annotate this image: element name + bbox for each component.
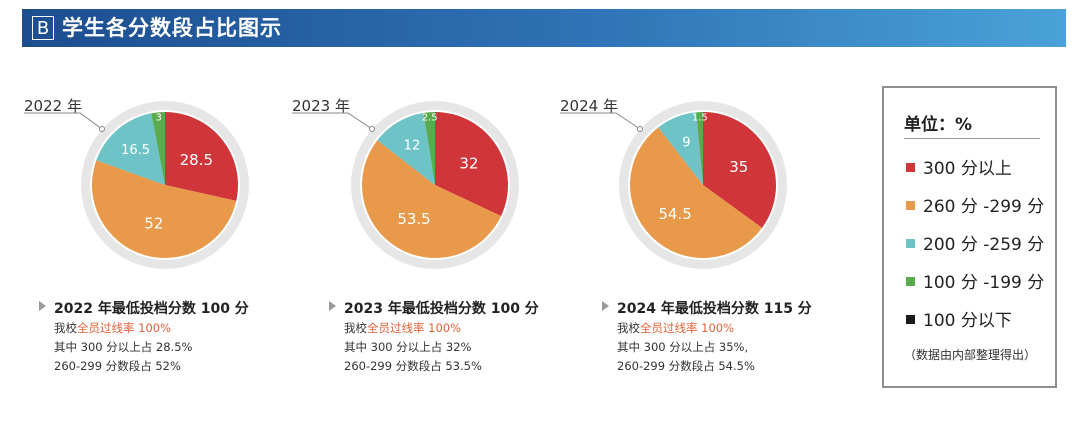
bullet-arrow-icon — [329, 301, 336, 311]
pie-label-2022-1: 52 — [144, 215, 163, 233]
legend-label: 300 分以上 — [923, 159, 1012, 179]
info-pass-rate: 全员过线率 100% — [640, 321, 735, 335]
legend-swatch — [906, 200, 915, 210]
leader-dot-2024 — [637, 126, 643, 132]
info-block-2022: 2022 年最低投档分数 100 分 我校全员过线率 100% 其中 300 分… — [39, 299, 314, 376]
legend-swatch — [906, 162, 915, 172]
pie-label-2024-1: 54.5 — [658, 205, 691, 223]
pie-label-2023-0: 32 — [459, 154, 478, 172]
info-prefix: 我校 — [54, 321, 77, 335]
pie-slice-2022-0 — [165, 112, 238, 201]
info-pass-rate: 全员过线率 100% — [367, 321, 462, 335]
pie-slice-2022-1 — [92, 160, 237, 258]
info-block-2024: 2024 年最低投档分数 115 分 我校全员过线率 100% 其中 300 分… — [602, 299, 877, 376]
pie-slice-2023-0 — [435, 112, 509, 217]
legend-swatch — [906, 314, 915, 324]
pie-slice-2024-1 — [629, 127, 763, 259]
leader-line-2024 — [560, 112, 641, 130]
legend-swatch — [906, 238, 915, 248]
info-line-300: 其中 300 分以上占 28.5% — [54, 340, 193, 354]
pie-slice-2023-3 — [423, 112, 435, 185]
leader-line-2023 — [292, 112, 373, 130]
pie-slice-2022-2 — [96, 113, 165, 185]
info-line-260: 260-299 分数段占 52% — [54, 359, 181, 373]
pie-slice-2023-1 — [361, 140, 502, 259]
info-line-300: 其中 300 分以上占 35%, — [617, 340, 749, 354]
pie-slice-2024-0 — [703, 112, 776, 228]
legend-divider — [904, 138, 1040, 139]
pie-label-2022-2: 16.5 — [121, 143, 150, 158]
section-badge: B — [32, 16, 54, 40]
legend-item-100-199: 100 分 -199 分 — [906, 272, 1044, 294]
info-line-260: 260-299 分数段占 53.5% — [344, 359, 482, 373]
info-prefix: 我校 — [344, 321, 367, 335]
pie-label-2023-3: 2.5 — [422, 113, 438, 124]
legend-item-260-299: 260 分 -299 分 — [906, 196, 1044, 218]
pie-slice-2023-2 — [377, 112, 435, 185]
info-line-260: 260-299 分数段占 54.5% — [617, 359, 755, 373]
legend-unit: 单位：% — [904, 115, 973, 135]
info-line-pass-rate: 我校全员过线率 100% — [617, 319, 877, 338]
pie-label-2024-0: 35 — [729, 158, 748, 176]
section-header: B 学生各分数段占比图示 — [22, 9, 1066, 47]
legend-note: （数据由内部整理得出） — [904, 348, 1037, 362]
legend-item-below-100: 100 分以下 — [906, 310, 1012, 332]
leader-line-2022 — [24, 112, 103, 130]
legend-label: 260 分 -299 分 — [923, 197, 1045, 217]
pie-title-2023: 2023 年 — [292, 97, 350, 115]
legend-box: 单位：% 300 分以上 260 分 -299 分 200 分 -259 分 1… — [882, 86, 1057, 388]
pie-label-2024-2: 9 — [682, 135, 690, 150]
pie-label-2023-2: 12 — [404, 139, 421, 154]
legend-label: 200 分 -259 分 — [923, 235, 1045, 255]
pie-label-2022-3: 3 — [155, 113, 161, 124]
leader-dot-2023 — [369, 126, 375, 132]
info-prefix: 我校 — [617, 321, 640, 335]
leader-dot-2022 — [99, 126, 105, 132]
pie-slice-2024-3 — [696, 112, 703, 185]
info-title: 2023 年最低投档分数 100 分 — [344, 301, 539, 317]
legend-label: 100 分以下 — [923, 311, 1012, 331]
info-block-2023: 2023 年最低投档分数 100 分 我校全员过线率 100% 其中 300 分… — [329, 299, 604, 376]
info-title: 2024 年最低投档分数 115 分 — [617, 301, 812, 317]
info-line-pass-rate: 我校全员过线率 100% — [54, 319, 314, 338]
info-title: 2022 年最低投档分数 100 分 — [54, 301, 249, 317]
legend-item-200-259: 200 分 -259 分 — [906, 234, 1044, 256]
pie-label-2023-1: 53.5 — [397, 210, 430, 228]
pie-label-2022-0: 28.5 — [180, 151, 213, 169]
info-pass-rate: 全员过线率 100% — [77, 321, 172, 335]
legend-label: 100 分 -199 分 — [923, 273, 1045, 293]
pie-slice-2022-3 — [151, 112, 165, 185]
bullet-arrow-icon — [39, 301, 46, 311]
pie-slice-2024-2 — [658, 112, 703, 185]
pie-title-2022: 2022 年 — [24, 97, 82, 115]
bullet-arrow-icon — [602, 301, 609, 311]
section-title: 学生各分数段占比图示 — [62, 16, 282, 40]
pie-title-2024: 2024 年 — [560, 97, 618, 115]
info-line-pass-rate: 我校全员过线率 100% — [344, 319, 604, 338]
legend-swatch — [906, 276, 915, 286]
legend-item-300-plus: 300 分以上 — [906, 158, 1012, 180]
info-line-300: 其中 300 分以上占 32% — [344, 340, 472, 354]
pie-label-2024-3: 1.5 — [692, 112, 708, 123]
